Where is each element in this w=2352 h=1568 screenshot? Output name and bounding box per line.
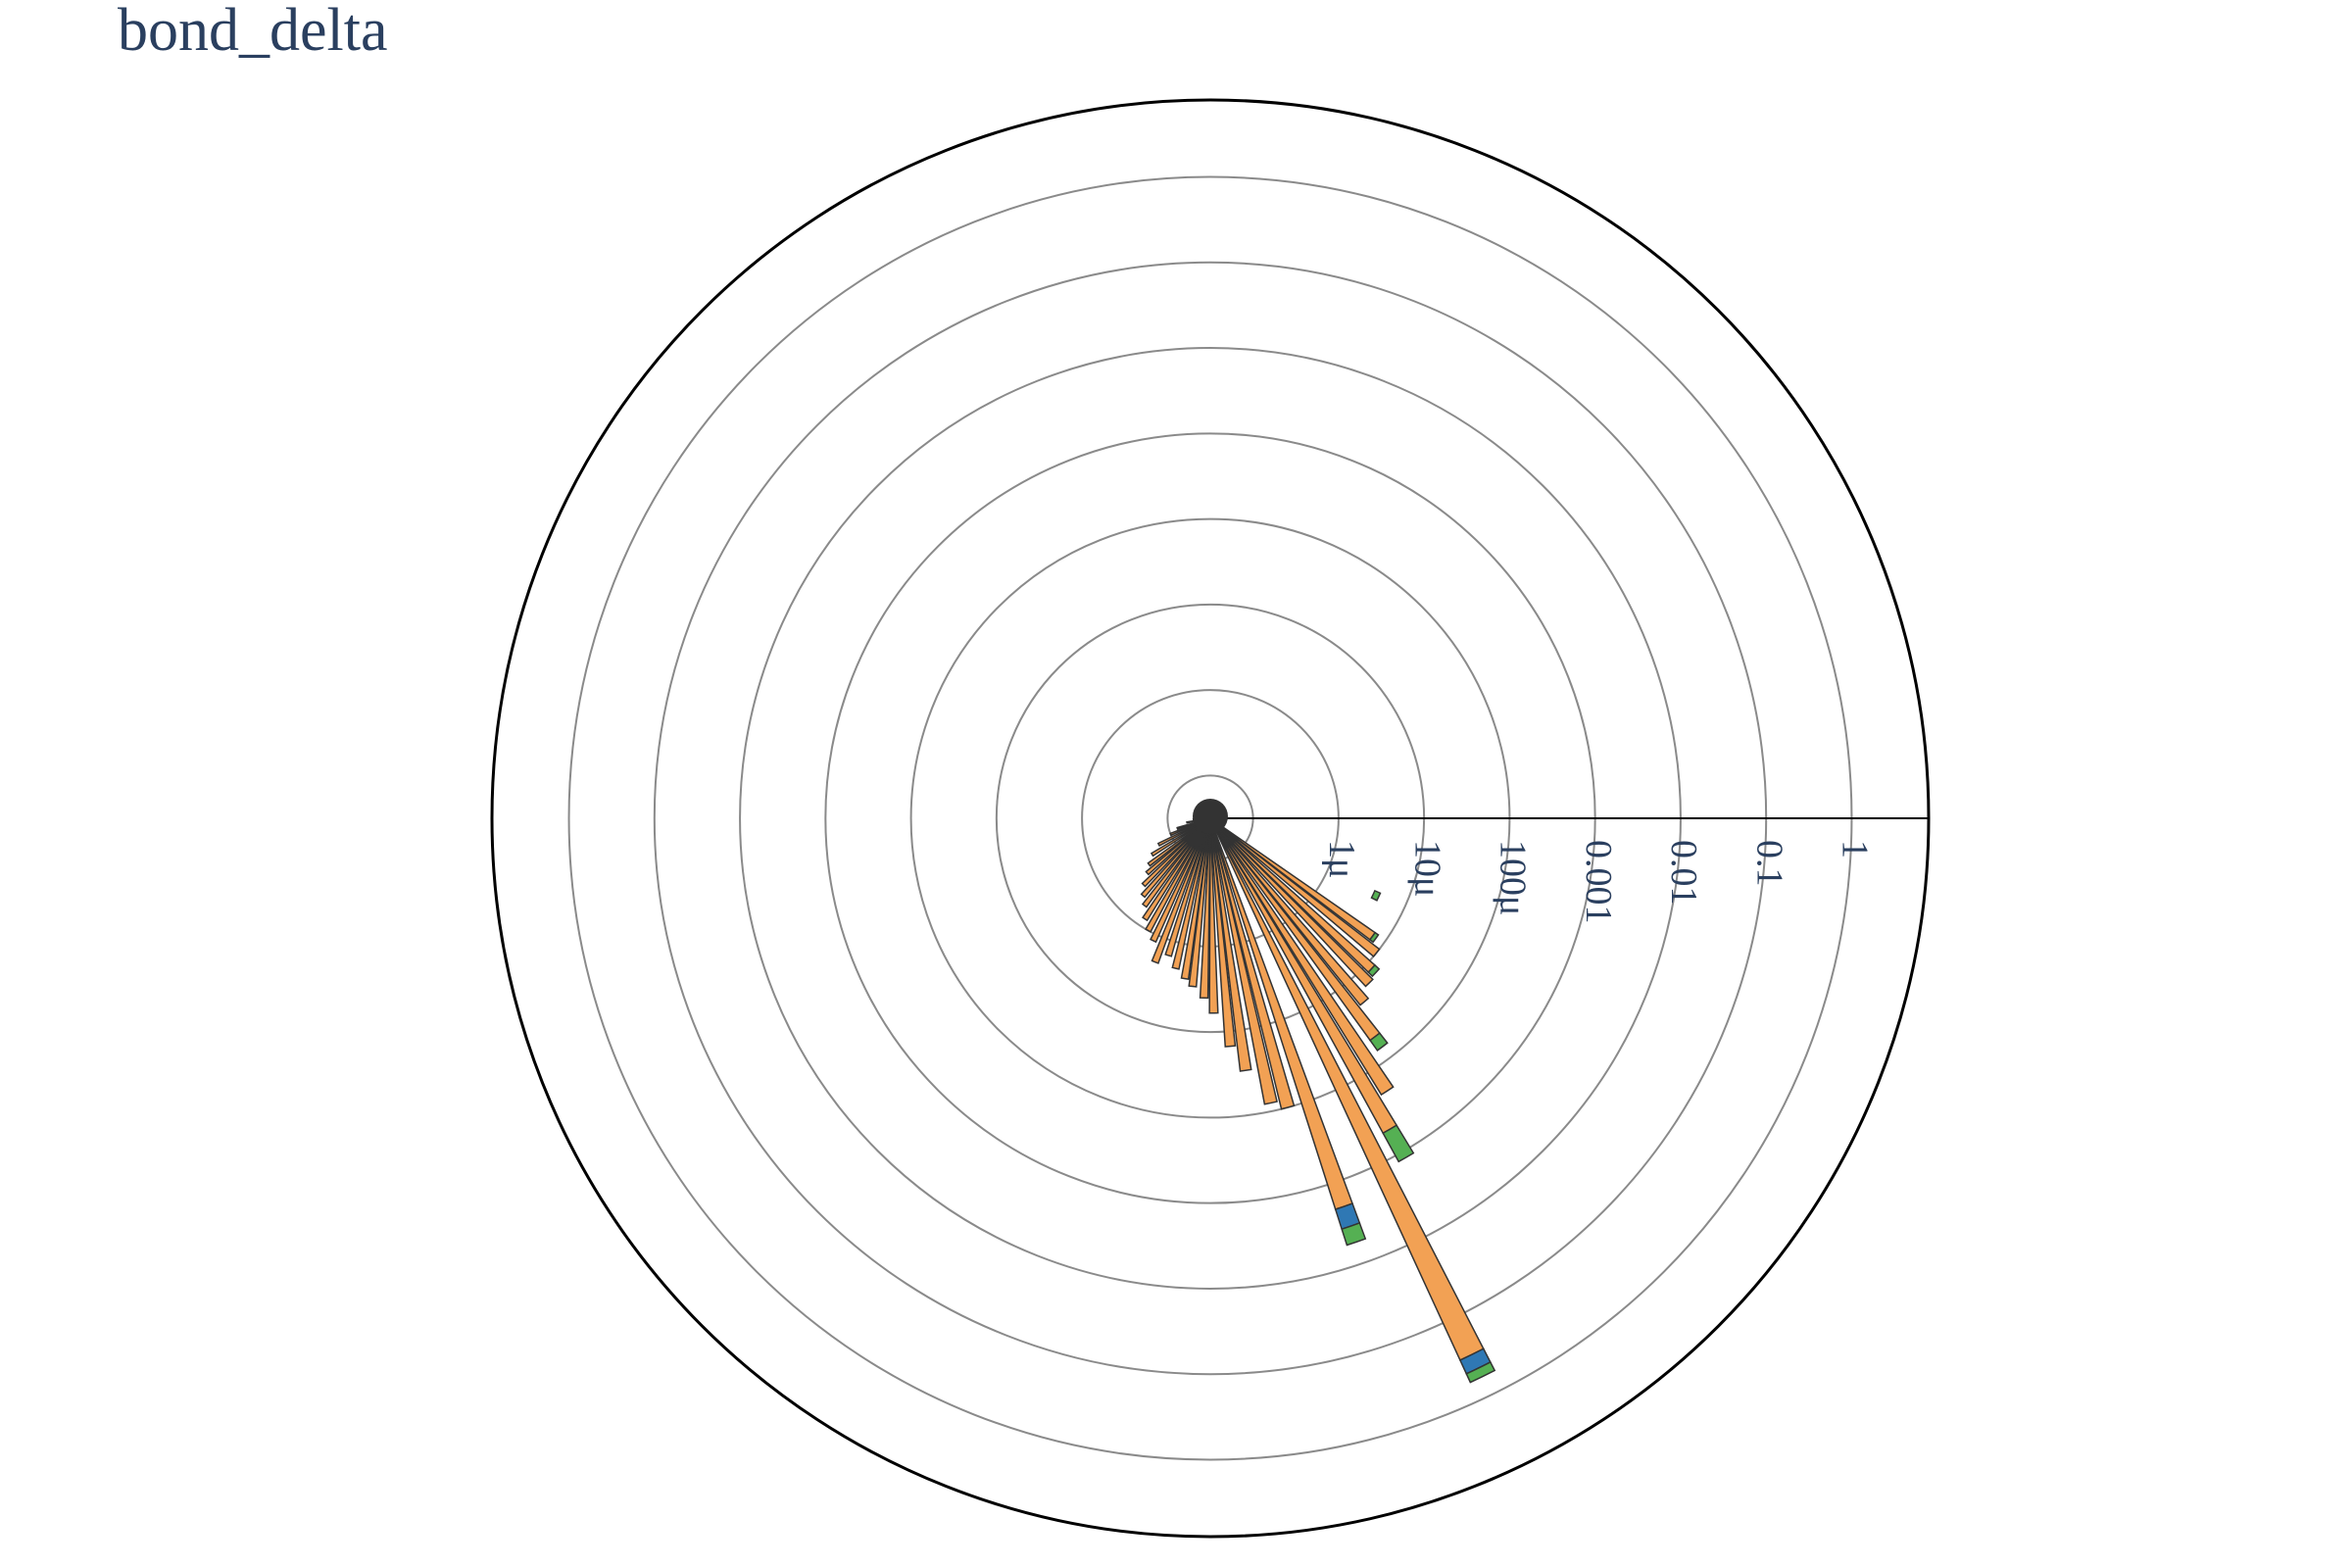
bar-orange — [1180, 817, 1211, 980]
bar-orange — [1209, 817, 1395, 1097]
bar-orange — [1140, 817, 1211, 899]
bar-orange — [1209, 817, 1252, 1072]
bar-orange — [1209, 817, 1296, 1110]
radial-tick-label: 10μ — [1406, 840, 1447, 897]
bar-orange — [1150, 817, 1211, 858]
radial-tick-label: 1 — [1835, 840, 1876, 858]
bar-green — [1382, 1124, 1415, 1163]
bar-orange — [1209, 817, 1370, 1006]
bar-orange — [1164, 817, 1211, 957]
bars — [1140, 799, 1496, 1384]
bar-orange — [1145, 817, 1211, 933]
radial-tick-label: 0.1 — [1748, 840, 1789, 887]
bar-orange — [1141, 817, 1211, 888]
bar-green — [1341, 1221, 1367, 1247]
bar-green — [1370, 889, 1382, 902]
bar-orange — [1151, 817, 1211, 964]
bar-green — [1367, 963, 1381, 978]
bar-orange — [1150, 817, 1211, 944]
bar-orange — [1142, 817, 1211, 922]
bar-orange — [1209, 817, 1485, 1361]
bar-orange — [1199, 817, 1211, 1000]
bar-orange — [1209, 817, 1278, 1105]
bar-orange — [1209, 817, 1237, 1048]
bar-orange — [1141, 817, 1211, 908]
radial-tick-label: 1μ — [1321, 840, 1362, 878]
bar-orange — [1147, 817, 1211, 867]
radial-tick-labels: 1μ 10μ 100μ 0.001 0.01 0.1 1 — [1321, 840, 1876, 924]
radial-tick-label: 100μ — [1493, 840, 1534, 915]
bar-orange — [1145, 817, 1211, 876]
bar-green — [1369, 1032, 1389, 1052]
chart-title: bond_delta — [118, 0, 388, 64]
radial-tick-label: 0.001 — [1578, 840, 1619, 924]
radial-tick-label: 0.01 — [1663, 840, 1704, 906]
bar-orange — [1209, 817, 1374, 988]
bar-orange — [1171, 817, 1211, 970]
bar-green — [1465, 1360, 1496, 1384]
bar-orange — [1209, 817, 1381, 958]
bar-orange — [1208, 817, 1219, 1014]
bar-green — [1368, 931, 1380, 944]
center-hub — [1193, 799, 1228, 834]
